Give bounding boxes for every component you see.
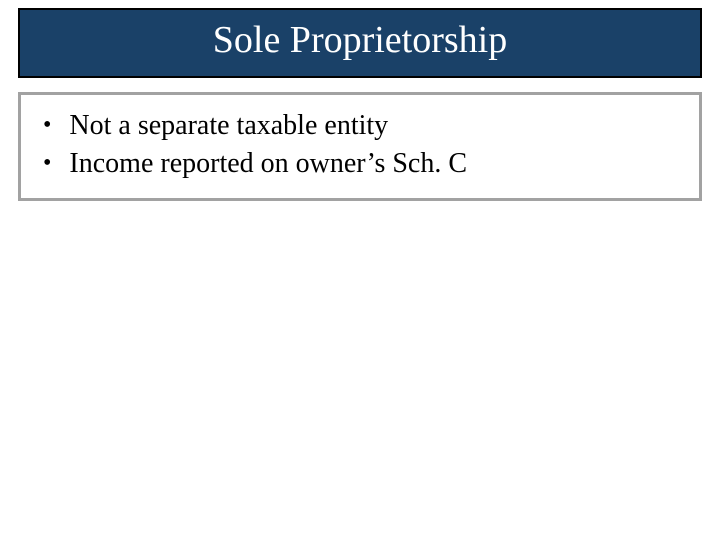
bullet-text: Income reported on owner’s Sch. C <box>69 145 467 183</box>
list-item: • Income reported on owner’s Sch. C <box>29 145 691 183</box>
slide-container: Sole Proprietorship • Not a separate tax… <box>0 0 720 540</box>
bullet-icon: • <box>43 113 51 137</box>
list-item: • Not a separate taxable entity <box>29 107 691 145</box>
title-box: Sole Proprietorship <box>18 8 702 78</box>
bullet-text: Not a separate taxable entity <box>69 107 388 145</box>
bullet-list: • Not a separate taxable entity • Income… <box>29 107 691 183</box>
bullet-icon: • <box>43 151 51 175</box>
slide-title: Sole Proprietorship <box>213 20 507 62</box>
content-box: • Not a separate taxable entity • Income… <box>18 92 702 202</box>
